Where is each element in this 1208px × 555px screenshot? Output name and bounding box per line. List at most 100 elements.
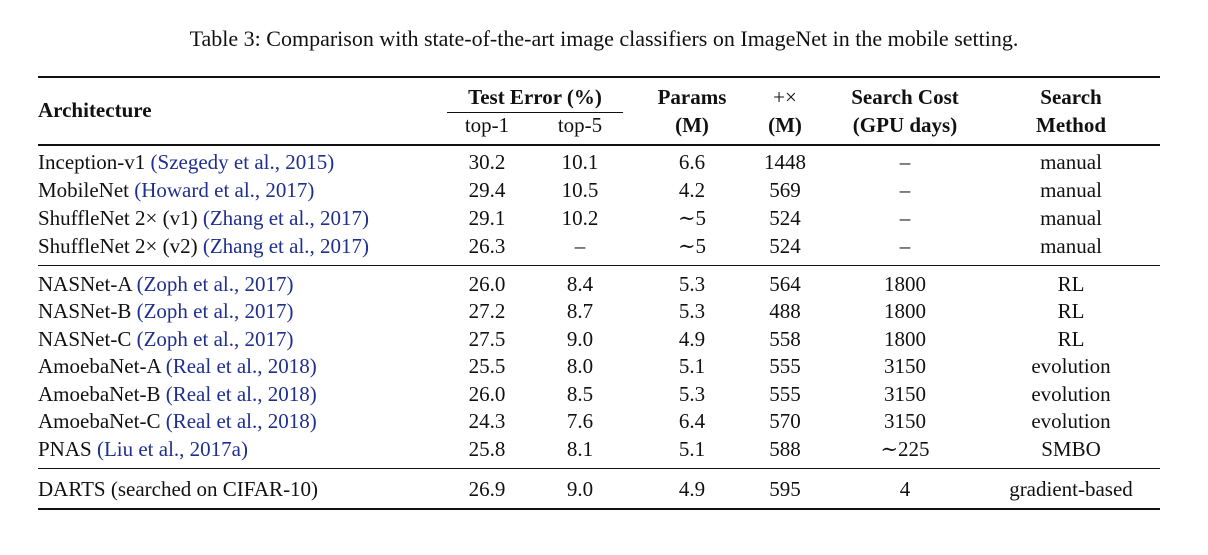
citation-link[interactable]: (Real et al., 2018): [165, 382, 317, 406]
cost-cell: –: [899, 234, 911, 258]
citation-link[interactable]: (Szegedy et al., 2015): [150, 150, 335, 174]
top5-cell: 8.1: [566, 437, 594, 461]
top1-cell: 25.8: [468, 437, 506, 461]
top5-cell: 8.0: [566, 354, 594, 378]
params-cell: 4.2: [678, 178, 706, 202]
params-cell: 6.6: [678, 150, 706, 174]
madds-cell: 488: [769, 299, 801, 323]
method-cell: evolution: [1031, 409, 1111, 433]
architecture-name: AmoebaNet-B: [38, 382, 166, 406]
top1-cell: 24.3: [468, 409, 506, 433]
header-multadds: +×: [773, 85, 797, 109]
method-cell: RL: [1057, 272, 1085, 296]
method-cell: RL: [1057, 299, 1085, 323]
top5-cell: 8.7: [566, 299, 594, 323]
params-cell: 5.1: [678, 354, 706, 378]
table-caption: Table 3: Comparison with state-of-the-ar…: [189, 26, 1019, 51]
architecture-cell: Inception-v1 (Szegedy et al., 2015): [38, 150, 334, 174]
architecture-cell: ShuffleNet 2× (v1) (Zhang et al., 2017): [38, 206, 369, 230]
top5-cell: 9.0: [566, 327, 594, 351]
architecture-name: DARTS (searched on CIFAR-10): [38, 477, 319, 501]
architecture-name: MobileNet: [38, 178, 135, 202]
citation-link[interactable]: (Liu et al., 2017a): [96, 437, 248, 461]
method-cell: gradient-based: [1009, 477, 1133, 501]
architecture-cell: AmoebaNet-C (Real et al., 2018): [38, 409, 317, 433]
architecture-name: Inception-v1: [38, 150, 151, 174]
header-architecture: Architecture: [38, 98, 152, 122]
top1-cell: 27.5: [468, 327, 506, 351]
method-cell: manual: [1040, 234, 1102, 258]
citation-link[interactable]: (Zoph et al., 2017): [136, 299, 294, 323]
header-search-cost-unit: (GPU days): [852, 113, 958, 137]
method-cell: manual: [1040, 178, 1102, 202]
cost-cell: 3150: [884, 382, 926, 406]
header-params: Params: [657, 85, 727, 109]
madds-cell: 569: [769, 178, 801, 202]
madds-cell: 564: [769, 272, 801, 296]
params-cell: ∼5: [677, 234, 707, 258]
architecture-name: ShuffleNet 2× (v2): [38, 234, 203, 258]
cost-cell: –: [899, 178, 911, 202]
top5-cell: –: [574, 234, 586, 258]
citation-link[interactable]: (Real et al., 2018): [165, 354, 317, 378]
top1-cell: 25.5: [468, 354, 506, 378]
top5-cell: 10.2: [561, 206, 599, 230]
citation-link[interactable]: (Zhang et al., 2017): [202, 206, 370, 230]
architecture-cell: NASNet-B (Zoph et al., 2017): [38, 299, 293, 323]
citation-link[interactable]: (Real et al., 2018): [165, 409, 317, 433]
architecture-name: NASNet-A: [38, 272, 137, 296]
architecture-cell: ShuffleNet 2× (v2) (Zhang et al., 2017): [38, 234, 369, 258]
madds-cell: 555: [769, 354, 801, 378]
top5-cell: 10.1: [561, 150, 599, 174]
madds-cell: 588: [769, 437, 801, 461]
architecture-name: NASNet-B: [38, 299, 137, 323]
method-cell: RL: [1057, 327, 1085, 351]
header-top1: top-1: [464, 113, 510, 137]
method-cell: manual: [1040, 150, 1102, 174]
params-cell: ∼5: [677, 206, 707, 230]
test-error-rule: [447, 112, 623, 113]
cost-cell: 3150: [884, 354, 926, 378]
top5-cell: 7.6: [566, 409, 594, 433]
top5-cell: 9.0: [566, 477, 594, 501]
cost-cell: 4: [899, 477, 911, 501]
top5-cell: 8.4: [566, 272, 594, 296]
architecture-name: AmoebaNet-A: [38, 354, 166, 378]
top1-cell: 26.0: [468, 272, 506, 296]
header-test-error: Test Error (%): [468, 85, 602, 109]
architecture-cell: DARTS (searched on CIFAR-10): [38, 477, 318, 501]
header-params-unit: (M): [675, 113, 709, 137]
architecture-name: ShuffleNet 2× (v1): [38, 206, 203, 230]
cost-cell: ∼225: [880, 437, 930, 461]
header-search-method: Search: [1040, 85, 1102, 109]
cost-cell: 1800: [884, 299, 926, 323]
citation-link[interactable]: (Zoph et al., 2017): [136, 272, 294, 296]
citation-link[interactable]: (Howard et al., 2017): [134, 178, 315, 202]
top-rule: [38, 76, 1160, 78]
top1-cell: 30.2: [468, 150, 506, 174]
cost-cell: 3150: [884, 409, 926, 433]
madds-cell: 558: [769, 327, 801, 351]
cost-cell: 1800: [884, 272, 926, 296]
architecture-cell: PNAS (Liu et al., 2017a): [38, 437, 248, 461]
cost-cell: –: [899, 150, 911, 174]
citation-link[interactable]: (Zhang et al., 2017): [202, 234, 370, 258]
group-rule: [38, 468, 1160, 469]
params-cell: 5.1: [678, 437, 706, 461]
header-search-method-2: Method: [1036, 113, 1106, 137]
header-rule: [38, 144, 1160, 146]
architecture-name: PNAS: [38, 437, 97, 461]
top1-cell: 29.4: [468, 178, 506, 202]
architecture-cell: MobileNet (Howard et al., 2017): [38, 178, 314, 202]
top1-cell: 26.9: [468, 477, 506, 501]
top5-cell: 10.5: [561, 178, 599, 202]
top1-cell: 26.0: [468, 382, 506, 406]
params-cell: 5.3: [678, 272, 706, 296]
citation-link[interactable]: (Zoph et al., 2017): [136, 327, 294, 351]
madds-cell: 524: [769, 234, 801, 258]
params-cell: 5.3: [678, 382, 706, 406]
method-cell: SMBO: [1041, 437, 1101, 461]
bottom-rule: [38, 508, 1160, 510]
top5-cell: 8.5: [566, 382, 594, 406]
params-cell: 4.9: [678, 327, 706, 351]
